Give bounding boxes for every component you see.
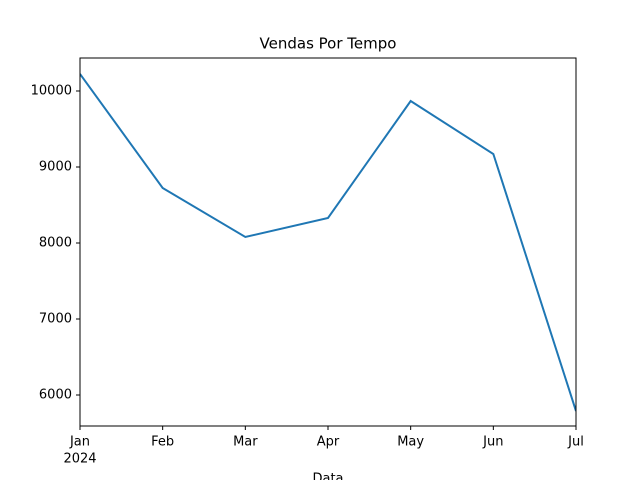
chart-title: Vendas Por Tempo: [260, 35, 397, 53]
x-tick-label: Feb: [151, 435, 174, 450]
y-tick-label: 6000: [39, 387, 72, 402]
line: [80, 73, 576, 412]
plot-frame: [79, 57, 577, 427]
y-tick-label: 10000: [31, 83, 72, 98]
y-tick-label: 8000: [39, 235, 72, 250]
x-tick-label: Jan: [69, 435, 90, 450]
y-tick-label: 9000: [39, 159, 72, 174]
x-tick-label: Jul: [567, 435, 584, 450]
x-tick-label: Mar: [233, 435, 258, 450]
y-tick-label: 7000: [39, 311, 72, 326]
x-axis-label: Data: [312, 472, 343, 480]
x-tick-label: Jun: [482, 435, 503, 450]
year-label: 2024: [63, 452, 96, 467]
x-tick-label: May: [397, 435, 424, 450]
x-tick-label: Apr: [317, 435, 340, 450]
